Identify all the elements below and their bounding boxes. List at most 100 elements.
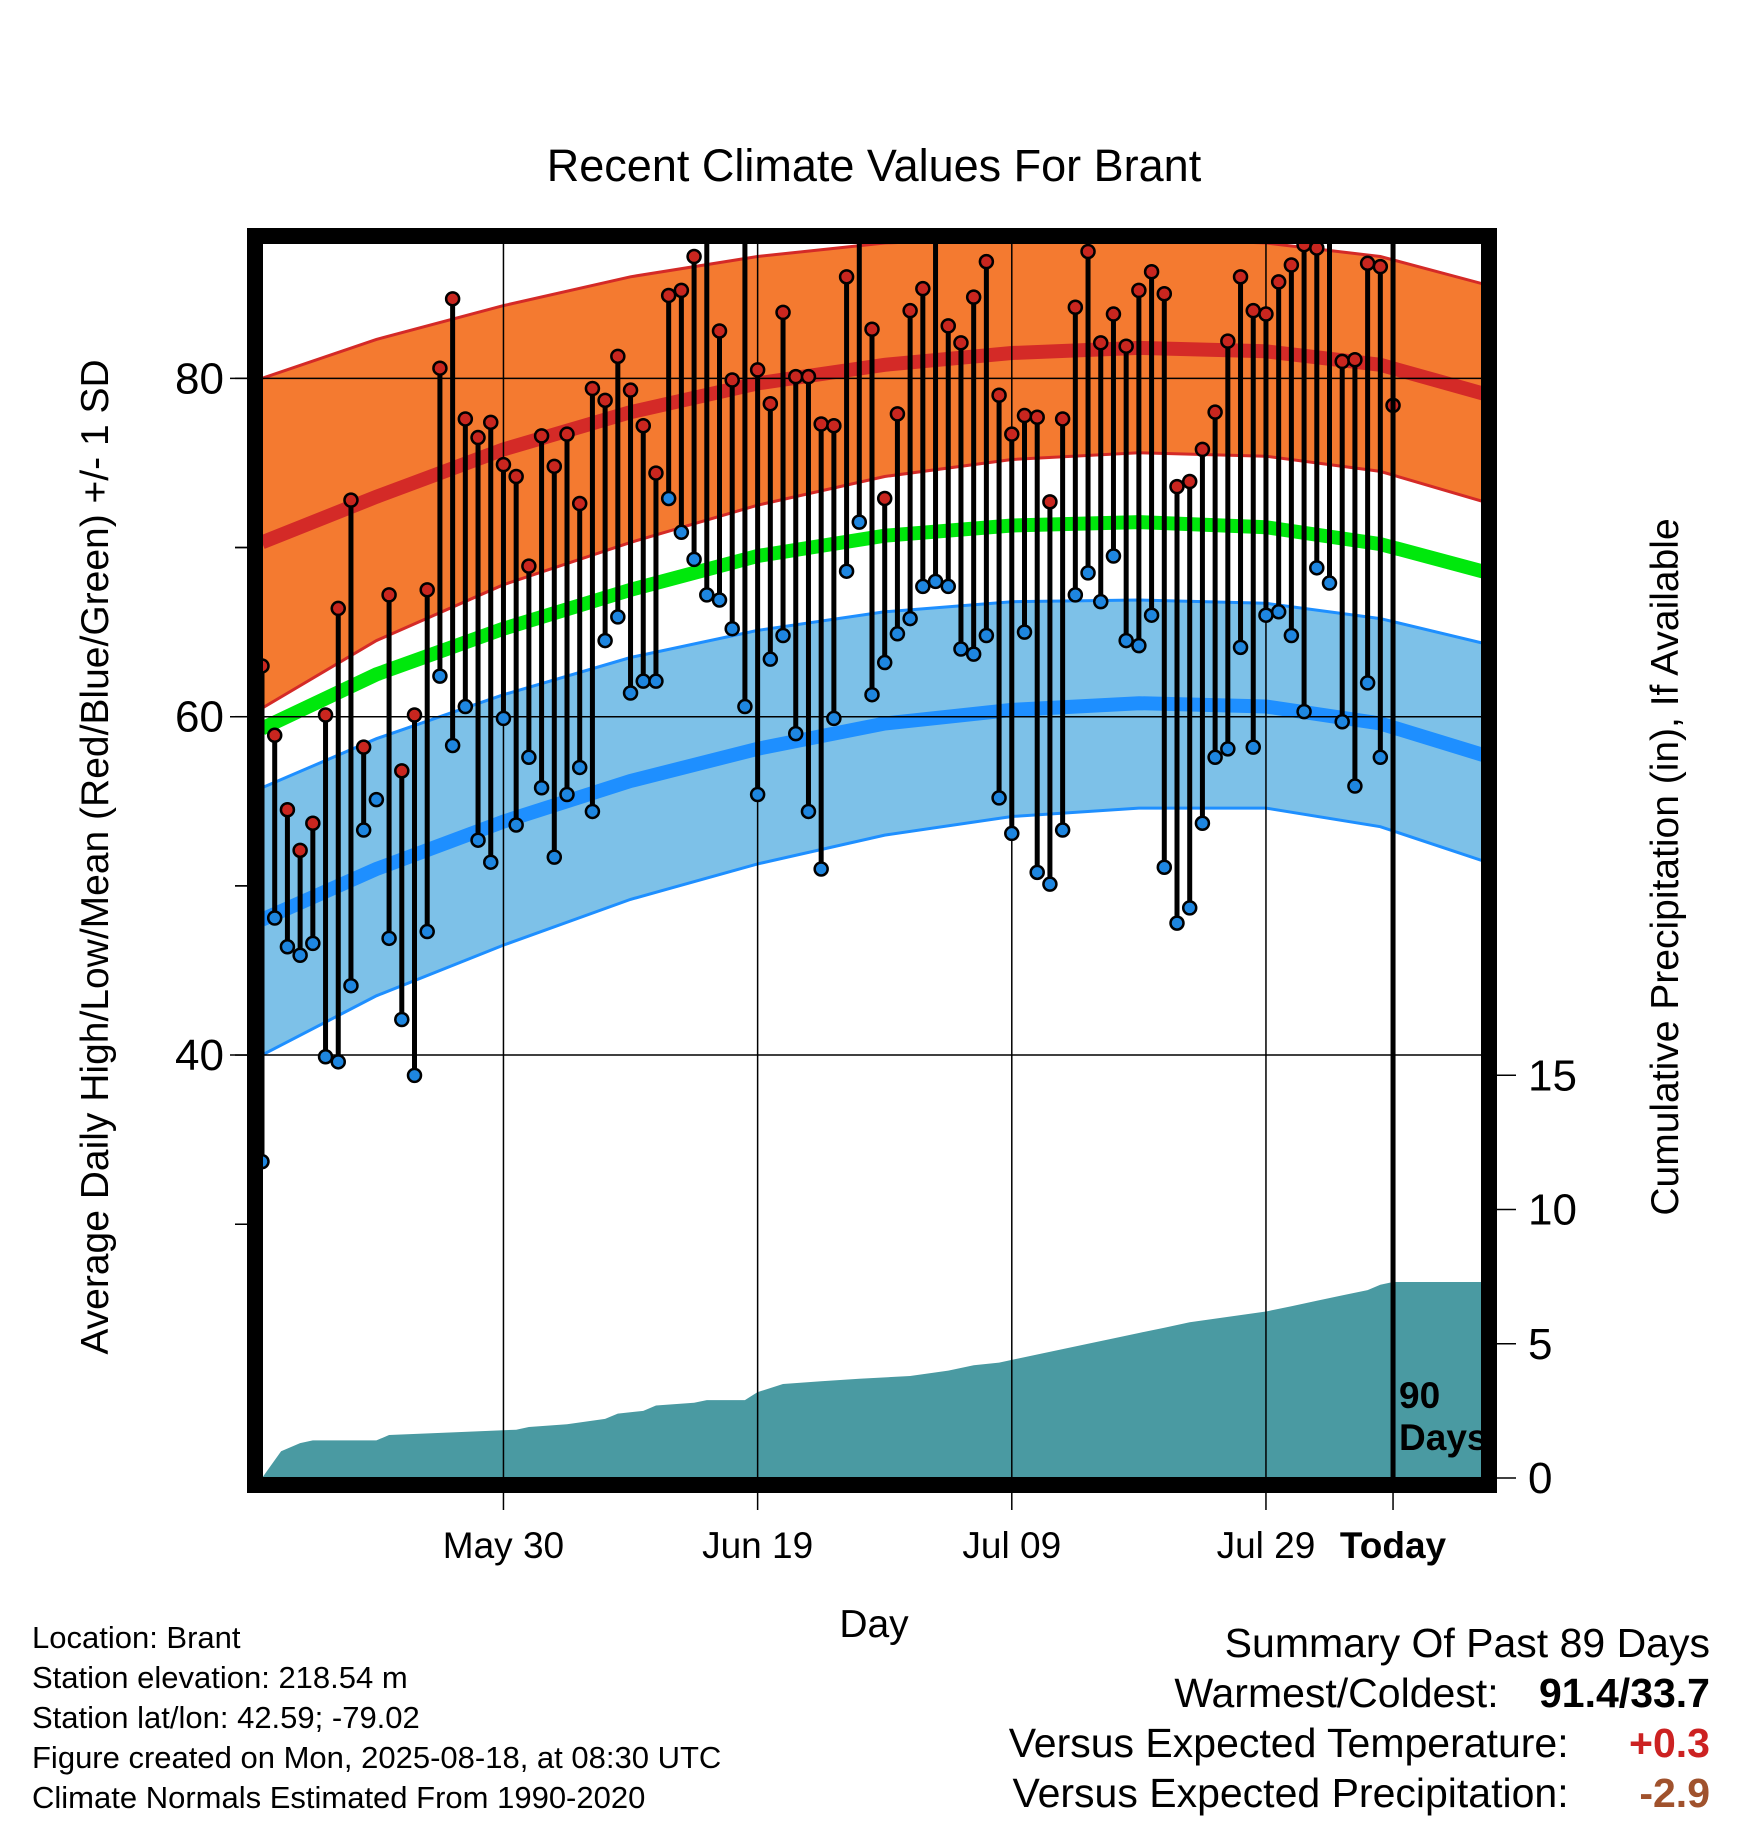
daily-low-point bbox=[648, 673, 664, 689]
latlon-text: Station lat/lon: 42.59; -79.02 bbox=[32, 1700, 420, 1735]
y2-tick-label: 0 bbox=[1528, 1454, 1552, 1503]
summary-panel: Summary Of Past 89 Days Warmest/Coldest:… bbox=[1009, 1618, 1710, 1818]
daily-high-point bbox=[978, 253, 995, 270]
daily-low-point bbox=[483, 854, 499, 870]
daily-high-point bbox=[292, 842, 308, 859]
daily-high-point bbox=[1232, 269, 1249, 285]
daily-low-point bbox=[965, 646, 982, 662]
daily-high-point bbox=[889, 406, 906, 422]
daily-low-point bbox=[699, 587, 715, 603]
daily-low-point bbox=[559, 786, 575, 803]
daily-low-point bbox=[876, 654, 893, 671]
daily-high-point bbox=[826, 417, 842, 434]
summary-precip-row: Versus Expected Precipitation: -2.9 bbox=[1009, 1768, 1711, 1818]
daily-low-point bbox=[266, 910, 283, 926]
daily-low-point bbox=[1105, 548, 1122, 564]
daily-low-point bbox=[262, 1153, 270, 1170]
station-info: Location: Brant Station elevation: 218.5… bbox=[32, 1618, 721, 1818]
daily-low-point bbox=[788, 725, 804, 742]
normals-text: Climate Normals Estimated From 1990-2020 bbox=[32, 1780, 646, 1815]
daily-high-point bbox=[355, 739, 372, 755]
daily-high-point bbox=[381, 587, 397, 603]
daily-low-point bbox=[597, 632, 613, 649]
daily-high-point bbox=[330, 600, 346, 617]
daily-high-point bbox=[1093, 335, 1109, 351]
daily-high-point bbox=[406, 707, 423, 723]
daily-high-point bbox=[1169, 478, 1185, 495]
today-days-label: 90 Days bbox=[1399, 1375, 1487, 1458]
daily-high-point bbox=[635, 417, 651, 434]
warmest-value: 91.4/33.7 bbox=[1539, 1670, 1710, 1716]
daily-high-point bbox=[279, 801, 296, 818]
y-tick-label: 80 bbox=[175, 354, 224, 403]
daily-low-point bbox=[1309, 560, 1325, 576]
daily-high-point bbox=[1143, 264, 1160, 280]
daily-low-point bbox=[686, 551, 702, 568]
daily-high-point bbox=[1042, 494, 1058, 510]
daily-low-point bbox=[915, 578, 931, 595]
daily-high-point bbox=[1029, 409, 1045, 426]
daily-high-point bbox=[915, 280, 931, 297]
elevation-text: Station elevation: 218.54 m bbox=[32, 1660, 408, 1695]
daily-low-point bbox=[1347, 778, 1363, 794]
daily-high-point bbox=[1131, 282, 1147, 299]
daily-low-point bbox=[1194, 815, 1211, 832]
daily-low-point bbox=[762, 651, 779, 667]
daily-high-point bbox=[813, 416, 829, 432]
daily-low-point bbox=[368, 791, 385, 808]
daily-high-point bbox=[749, 362, 766, 378]
daily-high-point bbox=[457, 411, 474, 427]
daily-high-point bbox=[864, 321, 880, 338]
daily-high-point bbox=[1105, 306, 1122, 322]
daily-high-point bbox=[953, 335, 969, 351]
daily-high-point bbox=[1080, 243, 1096, 260]
daily-high-point bbox=[838, 269, 855, 285]
daily-low-point bbox=[1359, 675, 1376, 691]
daily-low-point bbox=[381, 930, 397, 947]
daily-low-point bbox=[1258, 607, 1274, 623]
daily-high-point bbox=[648, 465, 664, 481]
daily-high-point bbox=[673, 282, 690, 299]
daily-high-point bbox=[965, 289, 982, 305]
daily-high-point bbox=[902, 302, 918, 319]
daily-low-point bbox=[1156, 859, 1173, 876]
daily-low-point bbox=[330, 1054, 346, 1070]
daily-high-point bbox=[546, 458, 563, 475]
daily-high-point bbox=[1283, 257, 1300, 273]
daily-high-point bbox=[1067, 299, 1084, 316]
daily-low-point bbox=[394, 1011, 410, 1028]
daily-low-point bbox=[1334, 714, 1350, 730]
precip-anomaly-value: -2.9 bbox=[1639, 1770, 1710, 1816]
daily-low-point bbox=[749, 786, 766, 803]
y2-axis-label: Cumulative Precipitation (in), If Availa… bbox=[1644, 518, 1687, 1215]
precip-label: Versus Expected Precipitation: bbox=[1012, 1770, 1569, 1816]
daily-high-point bbox=[305, 815, 321, 832]
daily-high-point bbox=[571, 495, 588, 512]
daily-high-point bbox=[584, 380, 601, 397]
daily-high-point bbox=[508, 468, 524, 485]
daily-low-point bbox=[444, 737, 461, 754]
daily-low-point bbox=[584, 803, 601, 820]
daily-low-point bbox=[1220, 741, 1236, 757]
daily-high-point bbox=[940, 318, 956, 334]
daily-low-point bbox=[826, 710, 842, 727]
daily-low-point bbox=[406, 1067, 423, 1084]
y-tick-label: 60 bbox=[175, 693, 224, 742]
daily-high-point bbox=[1016, 407, 1033, 424]
daily-high-point bbox=[533, 428, 550, 444]
daily-high-point bbox=[343, 492, 359, 508]
daily-high-point bbox=[1004, 426, 1020, 442]
daily-low-point bbox=[1181, 900, 1198, 916]
daily-low-point bbox=[1245, 739, 1261, 755]
daily-low-point bbox=[737, 698, 753, 715]
daily-high-point bbox=[1347, 351, 1363, 368]
daily-low-point bbox=[343, 977, 359, 994]
daily-high-point bbox=[1258, 306, 1274, 322]
daily-high-point bbox=[1194, 441, 1211, 458]
today-days-label-line: Days bbox=[1399, 1417, 1487, 1458]
daily-low-point bbox=[457, 698, 474, 715]
daily-high-point bbox=[1359, 255, 1376, 272]
daily-low-point bbox=[1029, 864, 1045, 881]
daily-low-point bbox=[711, 592, 728, 608]
